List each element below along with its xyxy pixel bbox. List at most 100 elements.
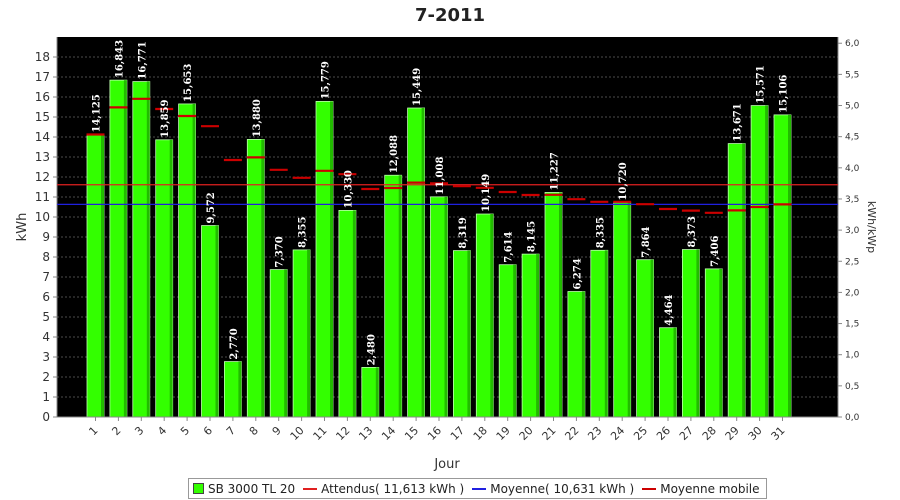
y-right-tick-label: 5,0: [845, 102, 860, 112]
y-right-tick-label: 3,5: [845, 195, 859, 205]
y-right-tick-label: 5,5: [845, 70, 859, 80]
y-right-tick-label: 6,0: [845, 39, 860, 49]
bar-shade: [513, 264, 517, 417]
bar-shade: [169, 139, 173, 417]
x-tick-label: 7: [224, 424, 238, 438]
x-tick-label: 1: [86, 424, 100, 438]
bar-value-label: 7,864: [641, 226, 652, 257]
x-tick-label: 18: [471, 424, 490, 443]
bar-value-label: 9,572: [206, 192, 217, 223]
x-tick-label: 29: [723, 424, 742, 443]
bar-shade: [123, 80, 127, 417]
y-right-tick-label: 1,0: [845, 351, 860, 361]
bar-shade: [261, 139, 265, 417]
y-tick-label: 5: [42, 310, 50, 324]
bar-shade: [238, 361, 242, 417]
y-tick-label: 6: [42, 290, 50, 304]
bar-shade: [192, 103, 196, 417]
legend-item-production: SB 3000 TL 20: [193, 482, 295, 496]
x-tick-label: 25: [631, 424, 650, 443]
bar-value-label: 16,771: [137, 41, 148, 79]
y-tick-label: 17: [35, 70, 50, 84]
x-tick-label: 8: [247, 424, 261, 438]
y-tick-label: 4: [42, 330, 50, 344]
bar-shade: [375, 367, 379, 417]
bar-shade: [788, 114, 791, 417]
bar-shade: [719, 268, 723, 417]
bar-shade: [146, 81, 150, 417]
bar-value-label: 4,464: [664, 294, 675, 325]
x-tick-label: 6: [201, 424, 215, 438]
bar-value-label: 7,370: [275, 236, 286, 267]
y-right-tick-label: 4,0: [845, 164, 860, 174]
y-right-tick-label: 4,5: [845, 133, 859, 143]
x-tick-label: 3: [132, 424, 146, 438]
bar-value-label: 11,008: [435, 157, 446, 195]
y-tick-label: 13: [35, 150, 50, 164]
bar-shade: [467, 250, 471, 417]
legend-item-average: Moyenne( 10,631 kWh ): [472, 482, 634, 496]
reference-lines: [57, 184, 838, 206]
x-tick-label: 5: [178, 424, 192, 438]
bar-shade: [581, 291, 585, 417]
legend-swatch-expected: [303, 487, 318, 490]
x-tick-label: 31: [769, 424, 788, 443]
x-tick-label: 12: [333, 424, 352, 443]
bar-value-label: 15,653: [183, 64, 194, 102]
y-axis-label: kWh: [15, 213, 30, 242]
legend-label-average: Moyenne( 10,631 kWh ): [490, 481, 635, 496]
bar-value-label: 2,480: [366, 334, 377, 365]
legend-label-moving-average: Moyenne mobile: [660, 481, 760, 496]
x-tick-label: 11: [311, 424, 330, 443]
y-tick-label: 8: [42, 250, 50, 264]
x-axis-label: Jour: [433, 457, 460, 472]
bar-value-label: 15,779: [321, 61, 332, 99]
x-tick-label: 27: [677, 424, 696, 443]
y-right-tick-label: 0,0: [845, 413, 860, 423]
legend-item-expected: Attendus( 11,613 kWh ): [303, 482, 464, 496]
y-right-tick-label: 0,5: [845, 382, 859, 392]
bar-shade: [421, 108, 425, 418]
bar-value-label: 14,125: [92, 94, 103, 132]
bar-shade: [696, 249, 700, 417]
bars: [86, 79, 792, 418]
legend-swatch-moving-average: [642, 487, 657, 490]
x-tick-label: 21: [540, 424, 559, 443]
moving-average: [86, 97, 792, 214]
bar-shade: [627, 202, 631, 417]
x-tick-label: 28: [700, 424, 719, 443]
y-tick-label: 14: [35, 130, 50, 144]
bar-value-label: 8,373: [687, 216, 698, 247]
bar-value-label: 8,319: [458, 217, 469, 248]
y-right-tick-label: 2,0: [845, 288, 860, 298]
x-tick-label: 14: [379, 424, 398, 443]
x-tick-label: 13: [356, 424, 375, 443]
x-tick-label: 19: [494, 424, 513, 443]
legend-label-production: SB 3000 TL 20: [208, 481, 296, 496]
bar-shade: [284, 269, 288, 417]
bar-value-label: 13,859: [160, 100, 171, 138]
bar-shade: [307, 249, 311, 417]
x-tick-label: 24: [608, 424, 627, 443]
x-tick-label: 17: [448, 424, 467, 443]
bar-shade: [398, 175, 402, 417]
bar-value-label: 10,720: [618, 162, 629, 200]
bar-value-label: 13,880: [252, 99, 263, 137]
bar-value-label: 13,671: [733, 103, 744, 141]
y-axis-right: 0,0 0,5 1,0 1,5 2,0 2,5 3,0 3,5 4,0 4,5 5,0 5,5 6,0: [837, 37, 860, 423]
x-tick-label: 20: [517, 424, 536, 443]
bar-shade: [604, 250, 608, 417]
x-tick-label: 2: [109, 424, 123, 438]
y-tick-label: 0: [42, 410, 50, 424]
y-tick-label: 11: [35, 190, 50, 204]
y-right-tick-label: 1,5: [845, 320, 859, 330]
legend-label-expected: Attendus( 11,613 kWh ): [321, 481, 465, 496]
x-tick-label: 26: [654, 424, 673, 443]
bar-value-label: 2,770: [229, 328, 240, 359]
bar-shade: [215, 225, 219, 417]
y-tick-label: 2: [42, 370, 50, 384]
y-tick-label: 10: [35, 210, 50, 224]
y-right-tick-label: 3,0: [845, 226, 860, 236]
